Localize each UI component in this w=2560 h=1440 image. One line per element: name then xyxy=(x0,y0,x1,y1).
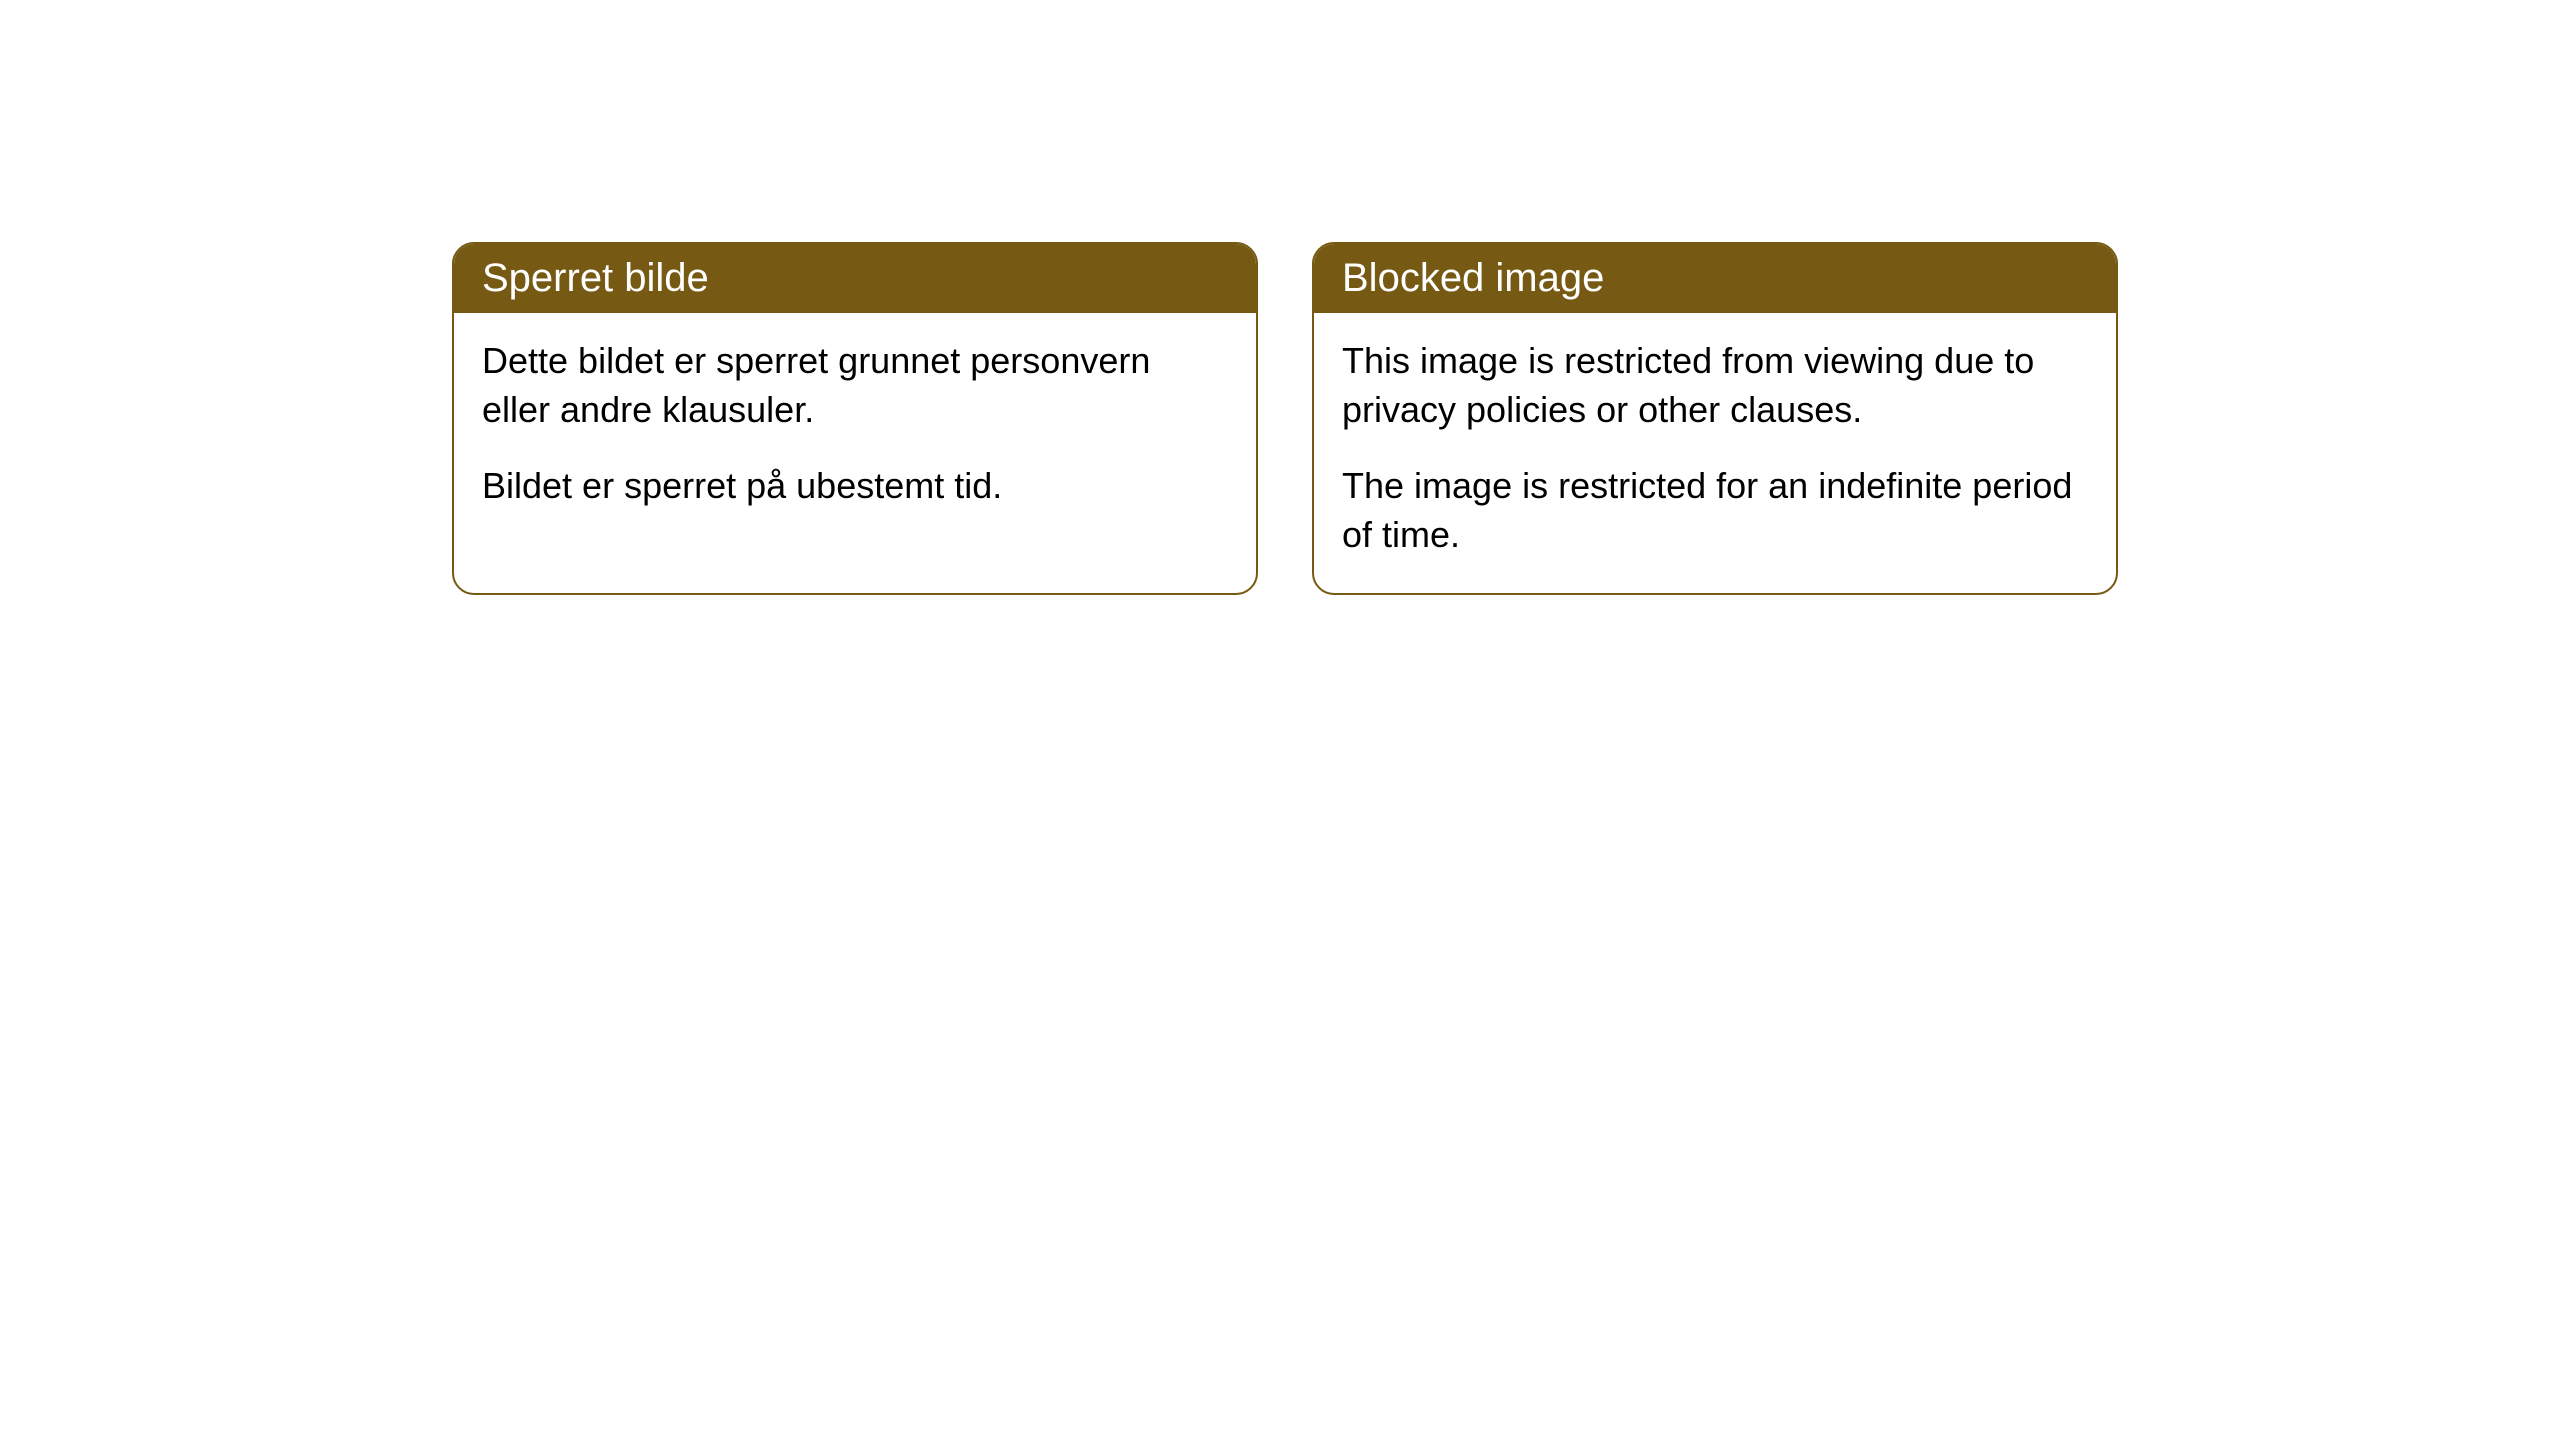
card-paragraph: The image is restricted for an indefinit… xyxy=(1342,462,2088,559)
card-header-no: Sperret bilde xyxy=(454,244,1256,313)
card-paragraph: This image is restricted from viewing du… xyxy=(1342,337,2088,434)
card-paragraph: Dette bildet er sperret grunnet personve… xyxy=(482,337,1228,434)
card-body-en: This image is restricted from viewing du… xyxy=(1314,313,2116,593)
blocked-image-card-en: Blocked image This image is restricted f… xyxy=(1312,242,2118,595)
card-paragraph: Bildet er sperret på ubestemt tid. xyxy=(482,462,1228,511)
card-header-en: Blocked image xyxy=(1314,244,2116,313)
blocked-image-card-no: Sperret bilde Dette bildet er sperret gr… xyxy=(452,242,1258,595)
cards-container: Sperret bilde Dette bildet er sperret gr… xyxy=(0,0,2560,595)
card-body-no: Dette bildet er sperret grunnet personve… xyxy=(454,313,1256,545)
